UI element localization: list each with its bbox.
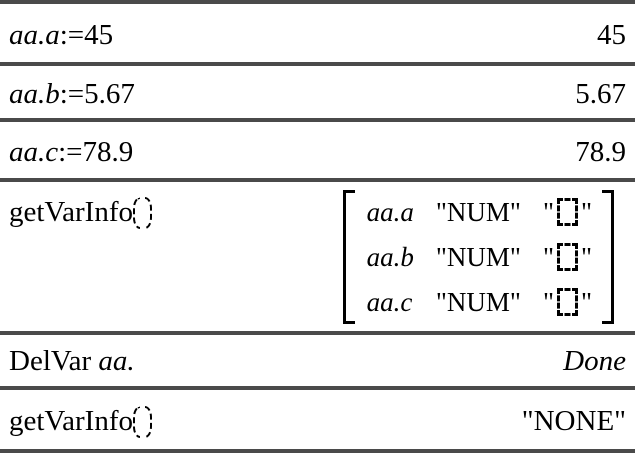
history-result-matrix: aa.a "NUM" " " aa.b "NUM" " " aa.c "NUM" "… — [342, 182, 635, 324]
assignment-expression: :=5.67 — [59, 77, 135, 110]
variable-name: aa.c — [9, 135, 59, 168]
history-result-aa-b: 5.67 — [575, 77, 626, 110]
matrix-cell-type: "NUM" — [435, 286, 521, 317]
matrix-grid: aa.a "NUM" " " aa.b "NUM" " " aa.c "NUM" "… — [355, 190, 602, 324]
history-divider — [0, 449, 635, 453]
history-entry-getvarinfo-none: getVarInfo — [0, 404, 153, 439]
variable-name: aa. — [98, 345, 135, 377]
matrix-cell-variable: aa.b — [366, 241, 414, 272]
matrix-cell-value: " " — [532, 190, 596, 234]
close-quote: " — [580, 241, 592, 272]
history-entry-aa-b: aa.b:=5.67 — [0, 77, 135, 110]
empty-parentheses-placeholder-icon — [133, 405, 153, 439]
function-name: getVarInfo — [9, 404, 134, 437]
command-name: DelVar — [9, 345, 99, 377]
matrix-cell-value: " " — [532, 280, 596, 324]
history-row-aa-c[interactable]: aa.c:=78.9 78.9 — [0, 126, 635, 178]
assignment-expression: :=45 — [59, 18, 114, 51]
matrix-result: aa.a "NUM" " " aa.b "NUM" " " aa.c "NUM" "… — [342, 190, 626, 324]
history-entry-aa-c: aa.c:=78.9 — [0, 135, 134, 168]
history-row-getvarinfo-matrix[interactable]: getVarInfo aa.a "NUM" " " aa.b "NUM" " " a… — [0, 182, 635, 331]
history-result-none: "NONE" — [521, 405, 626, 437]
history-divider — [0, 62, 635, 66]
close-quote: " — [580, 197, 592, 228]
matrix-cell-variable: aa.a — [366, 197, 414, 228]
matrix-cell-value: " " — [532, 235, 596, 279]
empty-parentheses-placeholder-icon — [133, 196, 153, 230]
variable-name: aa.b — [9, 77, 60, 110]
variable-name: aa.a — [9, 18, 60, 51]
matrix-right-bracket-icon — [602, 190, 614, 324]
function-name: getVarInfo — [9, 196, 134, 228]
history-row-getvarinfo-none[interactable]: getVarInfo "NONE" — [0, 394, 635, 449]
history-result-delvar: Done — [563, 345, 626, 377]
history-entry-getvarinfo: getVarInfo — [0, 182, 153, 230]
matrix-cell-type: "NUM" — [435, 197, 521, 228]
history-row-delvar[interactable]: DelVar aa. Done — [0, 337, 635, 386]
open-quote: " — [542, 241, 554, 272]
empty-placeholder-box-icon — [556, 242, 578, 271]
open-quote: " — [542, 197, 554, 228]
history-entry-aa-a: aa.a:=45 — [0, 18, 114, 51]
open-quote: " — [542, 286, 554, 317]
history-result-aa-c: 78.9 — [575, 135, 626, 168]
history-divider — [0, 0, 635, 4]
matrix-cell-variable: aa.c — [366, 286, 413, 317]
empty-placeholder-box-icon — [556, 198, 578, 227]
history-divider — [0, 386, 635, 390]
history-row-aa-a[interactable]: aa.a:=45 45 — [0, 8, 635, 62]
empty-placeholder-box-icon — [556, 287, 578, 316]
history-divider — [0, 331, 635, 335]
history-row-aa-b[interactable]: aa.b:=5.67 5.67 — [0, 70, 635, 118]
assignment-expression: :=78.9 — [58, 135, 134, 168]
history-entry-delvar: DelVar aa. — [0, 347, 135, 376]
history-result-aa-a: 45 — [597, 18, 626, 51]
matrix-cell-type: "NUM" — [435, 241, 521, 272]
history-divider — [0, 118, 635, 122]
matrix-left-bracket-icon — [342, 190, 355, 324]
close-quote: " — [580, 286, 592, 317]
history-divider — [0, 178, 635, 182]
